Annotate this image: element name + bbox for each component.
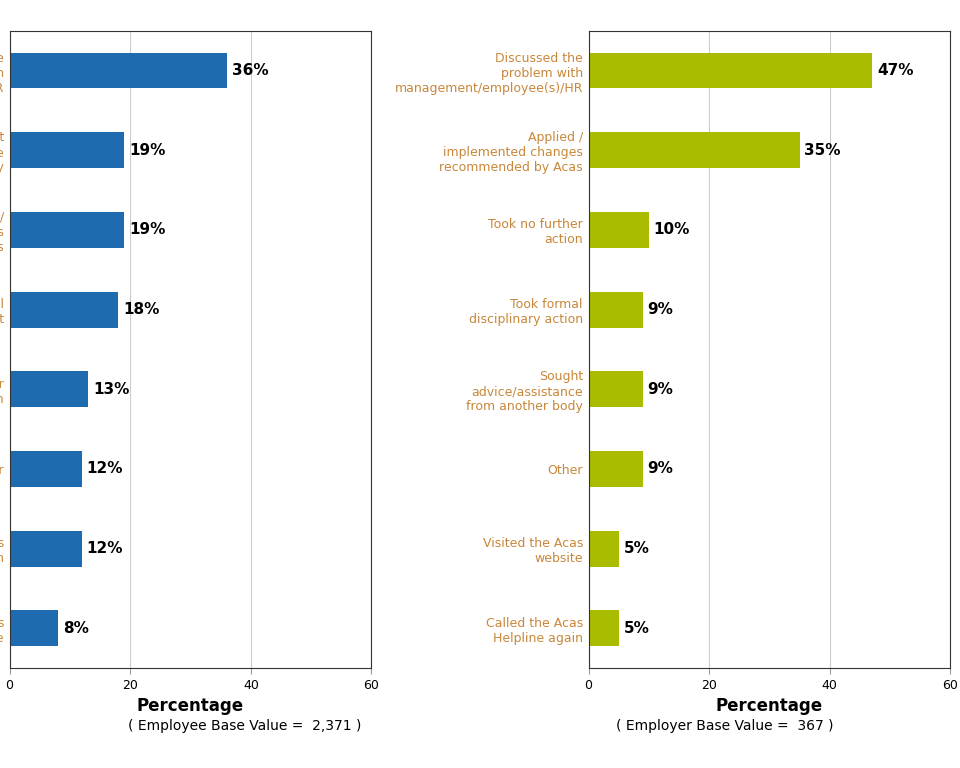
Text: 9%: 9% [648,382,674,397]
Bar [588,132,800,168]
Bar [588,292,643,327]
Bar [10,611,58,646]
Text: 5%: 5% [624,541,649,556]
Bar [10,372,88,407]
Bar [10,53,227,88]
X-axis label: Percentage: Percentage [137,697,244,715]
Text: 12%: 12% [86,541,123,556]
Bar [588,531,618,567]
Text: 12%: 12% [86,462,123,476]
Text: 13%: 13% [93,382,130,397]
Bar [10,451,82,487]
Text: 5%: 5% [624,621,649,636]
Text: 9%: 9% [648,462,674,476]
Bar [588,53,872,88]
Text: ( Employee Base Value =  2,371 ): ( Employee Base Value = 2,371 ) [128,719,362,733]
Bar [10,212,124,248]
Bar [588,451,643,487]
Text: 47%: 47% [876,63,913,78]
Text: 18%: 18% [123,302,159,317]
Bar [10,531,82,567]
Text: 10%: 10% [654,223,690,237]
Bar [588,611,618,646]
Text: 8%: 8% [62,621,88,636]
Text: 19%: 19% [129,223,165,237]
Bar [10,292,118,327]
X-axis label: Percentage: Percentage [716,697,823,715]
Bar [588,212,649,248]
Bar [10,132,124,168]
Text: 35%: 35% [804,143,841,157]
Text: 19%: 19% [129,143,165,157]
Text: 36%: 36% [231,63,268,78]
Text: 9%: 9% [648,302,674,317]
Text: ( Employer Base Value =  367 ): ( Employer Base Value = 367 ) [616,719,833,733]
Bar [588,372,643,407]
